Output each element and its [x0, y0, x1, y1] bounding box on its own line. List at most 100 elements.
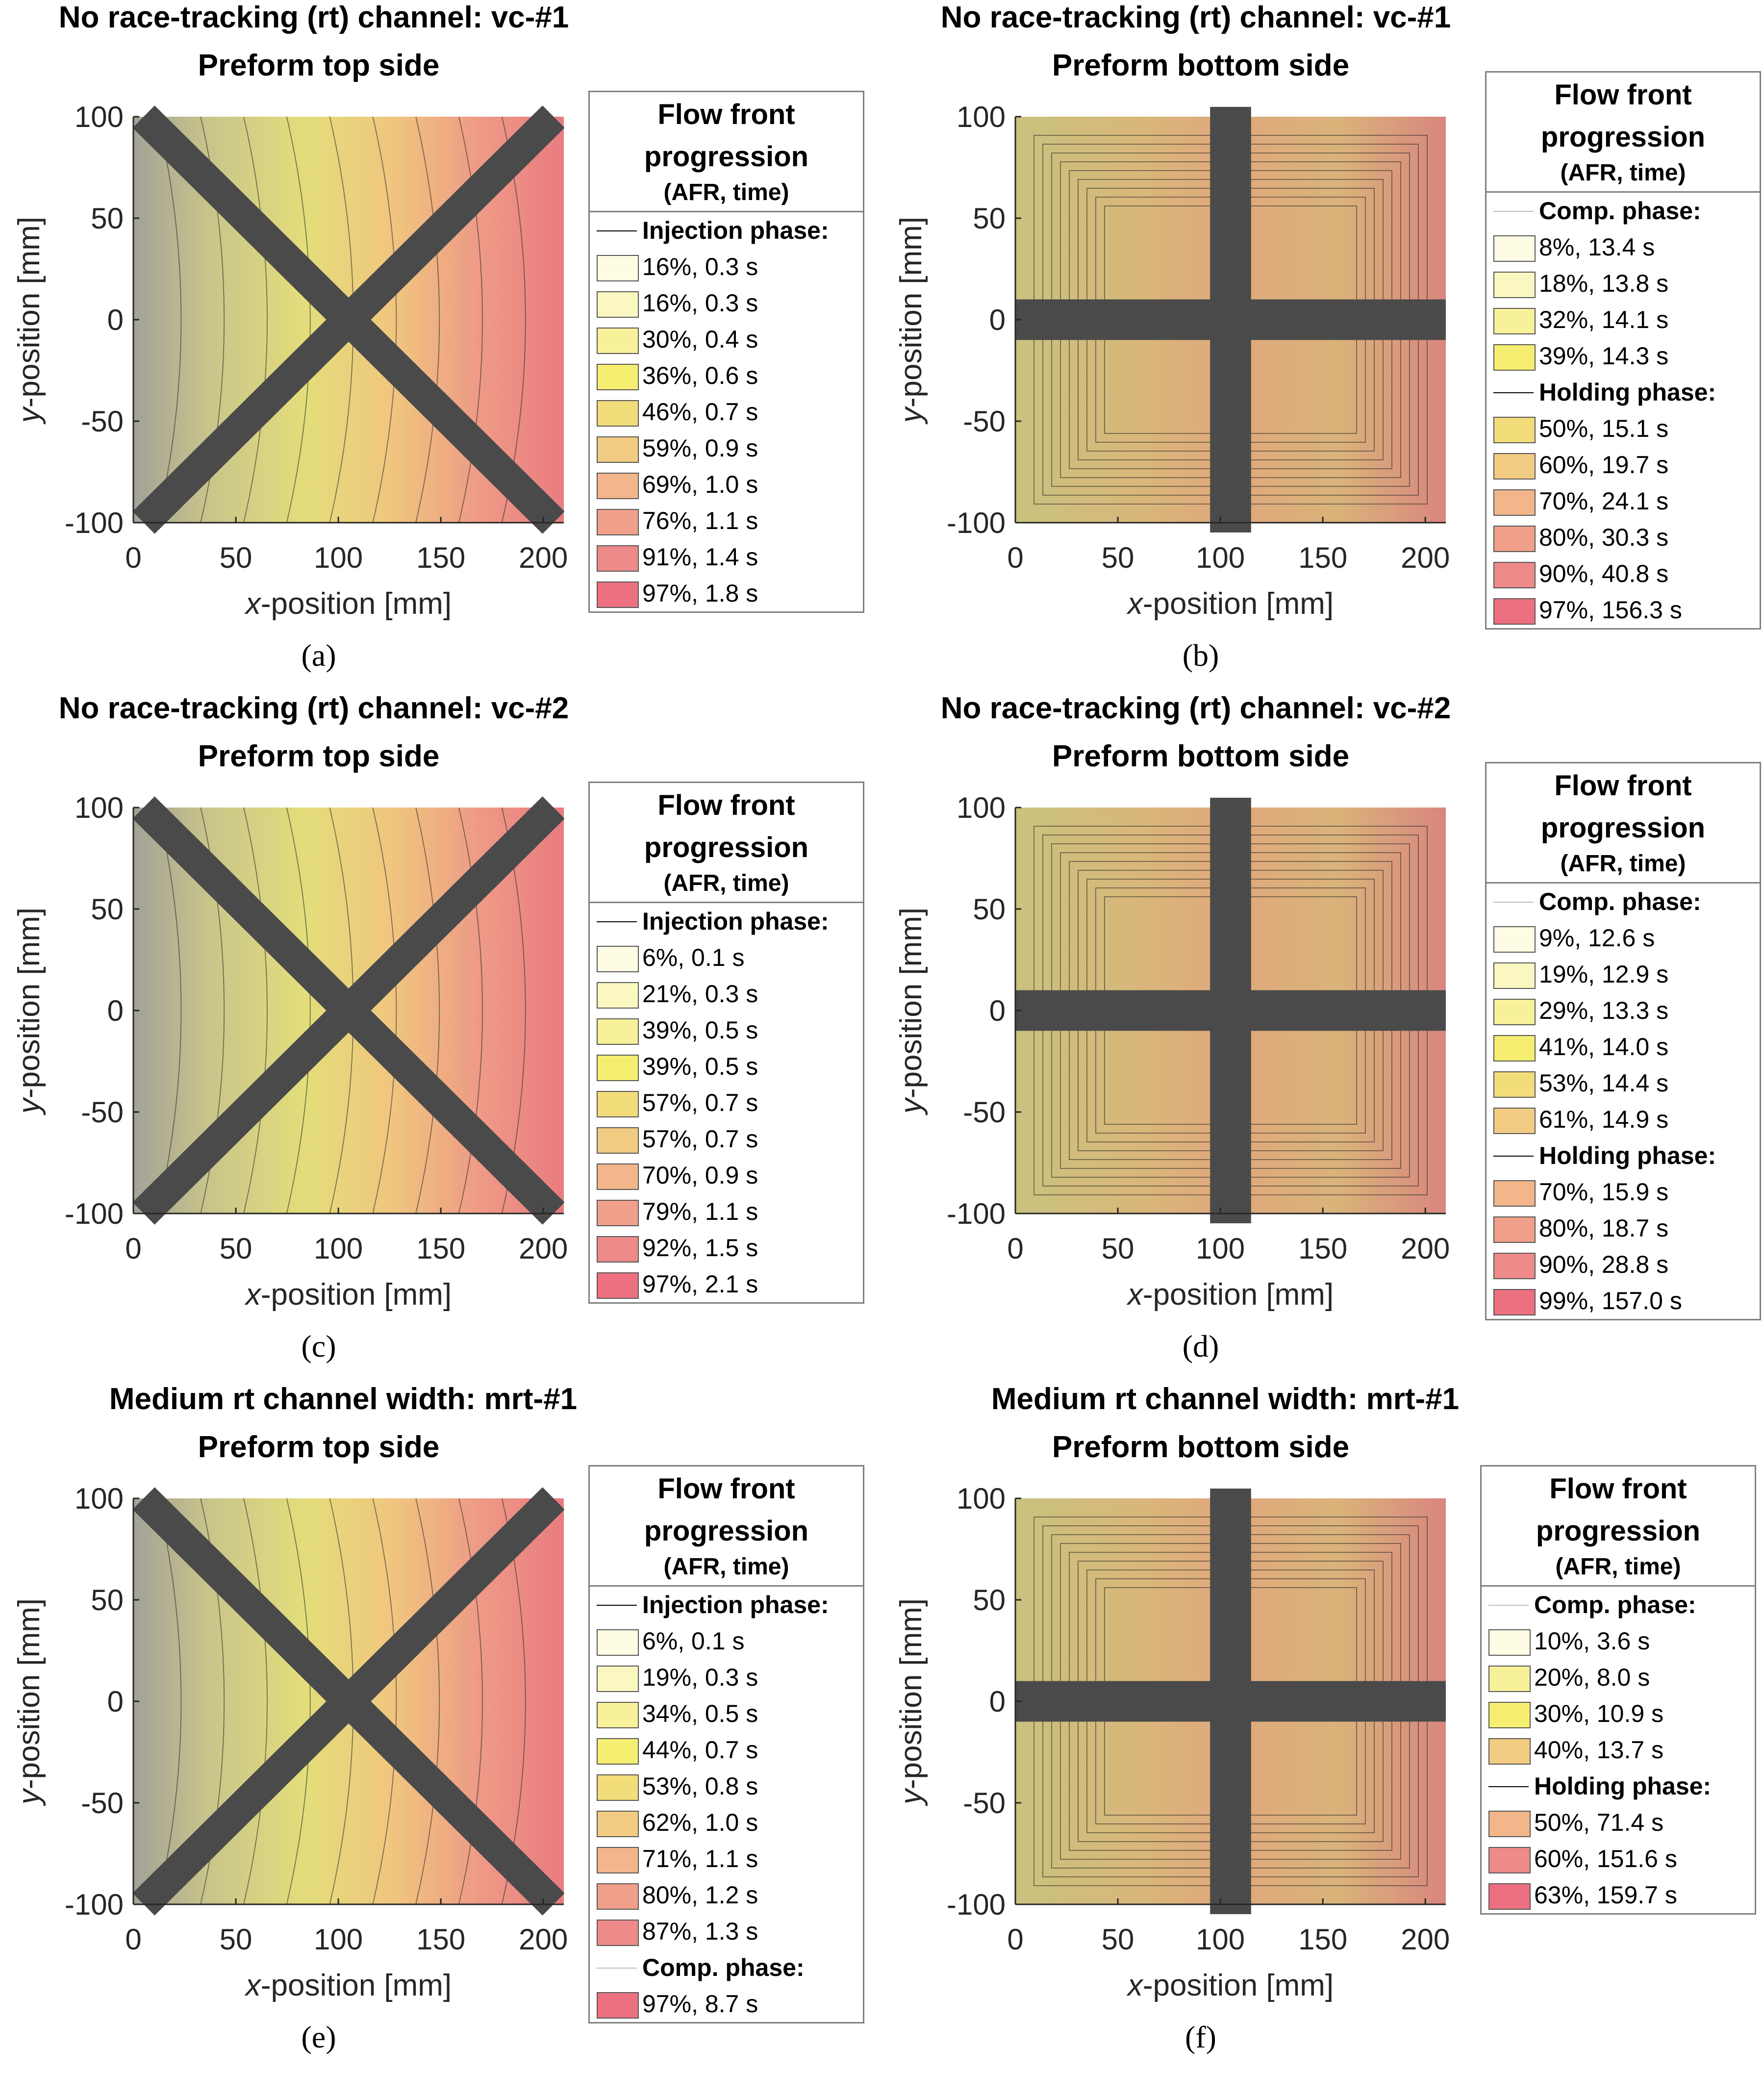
legend-swatch: [597, 1738, 639, 1765]
legend-group-heading: Comp. phase:: [590, 1949, 863, 1986]
y-tick-label: 50: [91, 202, 124, 235]
x-tick-label: 100: [1196, 1923, 1245, 1956]
x-axis-label-var: x: [244, 1969, 262, 2002]
y-tick-label: -100: [947, 506, 1006, 539]
legend-entry: 8%, 13.4 s: [1487, 229, 1760, 265]
x-tick-label: 150: [416, 1232, 465, 1265]
legend-swatch: [597, 1163, 639, 1190]
legend-swatch: [1493, 1035, 1536, 1062]
legend-entry-label: 90%, 28.8 s: [1539, 1251, 1669, 1278]
legend-swatch: [597, 1091, 639, 1117]
legend-entry: 50%, 71.4 s: [1482, 1804, 1755, 1841]
y-tick-label: -50: [81, 1096, 124, 1129]
legend-entry: 19%, 0.3 s: [590, 1659, 863, 1695]
legend-swatch: [597, 1018, 639, 1045]
x-axis-label: x-position [mm]: [244, 587, 452, 621]
horizontal-channel: [1015, 1681, 1446, 1722]
legend-swatch: [1493, 417, 1536, 443]
legend-entry: 57%, 0.7 s: [590, 1121, 863, 1157]
legend-swatch: [1488, 1811, 1531, 1837]
contour-line: [458, 116, 483, 523]
legend-entry: 97%, 156.3 s: [1487, 592, 1760, 628]
legend-entry-label: 21%, 0.3 s: [642, 980, 758, 1008]
legend-entry-label: 50%, 15.1 s: [1539, 415, 1669, 442]
legend-entry: 21%, 0.3 s: [590, 976, 863, 1012]
legend-group-heading: Injection phase:: [590, 212, 863, 249]
legend-line-sample: [1488, 1786, 1529, 1787]
panel-suptitle: No race-tracking (rt) channel: vc-#1: [940, 0, 1451, 34]
y-tick-label: 0: [107, 1685, 124, 1718]
y-axis-label: y-position [mm]: [12, 908, 46, 1115]
legend-entry-label: 44%, 0.7 s: [642, 1736, 758, 1764]
panel-subtitle: Preform top side: [198, 739, 440, 773]
legend-entry: 90%, 28.8 s: [1487, 1246, 1760, 1283]
legend-entry-label: 29%, 13.3 s: [1539, 997, 1669, 1024]
panel-subtitle: Preform top side: [198, 49, 440, 82]
contour-line: [1042, 144, 1419, 496]
legend-box: Flow front progression (AFR, time) Injectio…: [588, 1465, 864, 2023]
legend-line-sample: [1493, 392, 1534, 393]
contour-line: [1051, 1534, 1410, 1869]
x-tick-label: 150: [416, 541, 465, 574]
x-tick-label: 50: [220, 541, 252, 574]
y-tick-label: 0: [989, 1685, 1006, 1718]
y-axis-label-rest: -position [mm]: [894, 217, 928, 407]
legend-line-sample: [1493, 902, 1534, 903]
legend-subtitle: (AFR, time): [663, 870, 789, 896]
x-axis-label: x-position [mm]: [244, 1969, 452, 2002]
y-tick-label: 100: [75, 101, 124, 133]
y-axis-label-var: y: [12, 1787, 46, 1806]
x-tick-label: 50: [220, 1232, 252, 1265]
legend-swatch: [597, 1272, 639, 1299]
legend-swatch: [597, 946, 639, 972]
contour-line: [1060, 161, 1401, 478]
legend-entry: 60%, 19.7 s: [1487, 447, 1760, 483]
legend-entry: 46%, 0.7 s: [590, 394, 863, 430]
legend-title-line: progression: [1536, 1515, 1701, 1547]
legend-entry: 30%, 0.4 s: [590, 321, 863, 357]
contour-line: [1086, 188, 1375, 452]
legend-group-heading: Holding phase:: [1482, 1768, 1755, 1804]
legend-swatch: [597, 1127, 639, 1154]
panel-suptitle: No race-tracking (rt) channel: vc-#1: [58, 0, 569, 34]
legend-entry: 97%, 2.1 s: [590, 1266, 863, 1302]
legend-entry-label: 16%, 0.3 s: [642, 289, 758, 317]
legend-entry: 59%, 0.9 s: [590, 430, 863, 466]
legend-group-label: Injection phase:: [642, 908, 829, 935]
x-axis-label-rest: -position [mm]: [261, 1278, 452, 1312]
legend-swatch: [1493, 1216, 1536, 1243]
legend-entry-label: 70%, 15.9 s: [1539, 1178, 1669, 1206]
legend-entry: 16%, 0.3 s: [590, 285, 863, 321]
contour-line: [157, 1498, 182, 1905]
legend-entry: 70%, 15.9 s: [1487, 1174, 1760, 1210]
x-tick-label: 50: [1102, 541, 1134, 574]
x-tick-label: 150: [1298, 541, 1347, 574]
y-axis-label: y-position [mm]: [12, 217, 46, 425]
y-tick-label: 50: [973, 202, 1006, 235]
contour-line: [458, 1498, 483, 1905]
contour-line: [1051, 843, 1410, 1178]
x-tick-label: 150: [1298, 1923, 1347, 1956]
legend-group-label: Holding phase:: [1534, 1772, 1712, 1800]
legend-group-label: Comp. phase:: [1534, 1591, 1696, 1618]
y-axis-label-var: y: [894, 1787, 928, 1806]
legend-title-line: Flow front: [1554, 770, 1692, 802]
legend-title-line: Flow front: [1549, 1473, 1687, 1505]
legend-swatch: [1493, 235, 1536, 262]
legend-swatch: [1493, 999, 1536, 1025]
legend-box: Flow front progression (AFR, time) Comp. ph…: [1485, 71, 1761, 630]
chart-panel: 0 50 100 150 200 100 50 0 -50 -100 x-position [mm]…: [0, 691, 882, 1382]
legend-swatch: [1488, 1702, 1531, 1728]
legend-group-label: Injection phase:: [642, 1591, 829, 1618]
legend-entry-label: 34%, 0.5 s: [642, 1700, 758, 1727]
chart-panel: 0 50 100 150 200 100 50 0 -50 -100 x-position [mm]…: [0, 0, 882, 691]
legend-entry: 16%, 0.3 s: [590, 249, 863, 285]
y-axis-label: y-position [mm]: [894, 217, 928, 425]
legend-entry-label: 53%, 14.4 s: [1539, 1069, 1669, 1097]
panel-caption: (b): [1182, 638, 1219, 673]
legend-entry: 71%, 1.1 s: [590, 1841, 863, 1877]
legend-swatch: [597, 982, 639, 1009]
panel-suptitle: No race-tracking (rt) channel: vc-#2: [58, 691, 569, 725]
